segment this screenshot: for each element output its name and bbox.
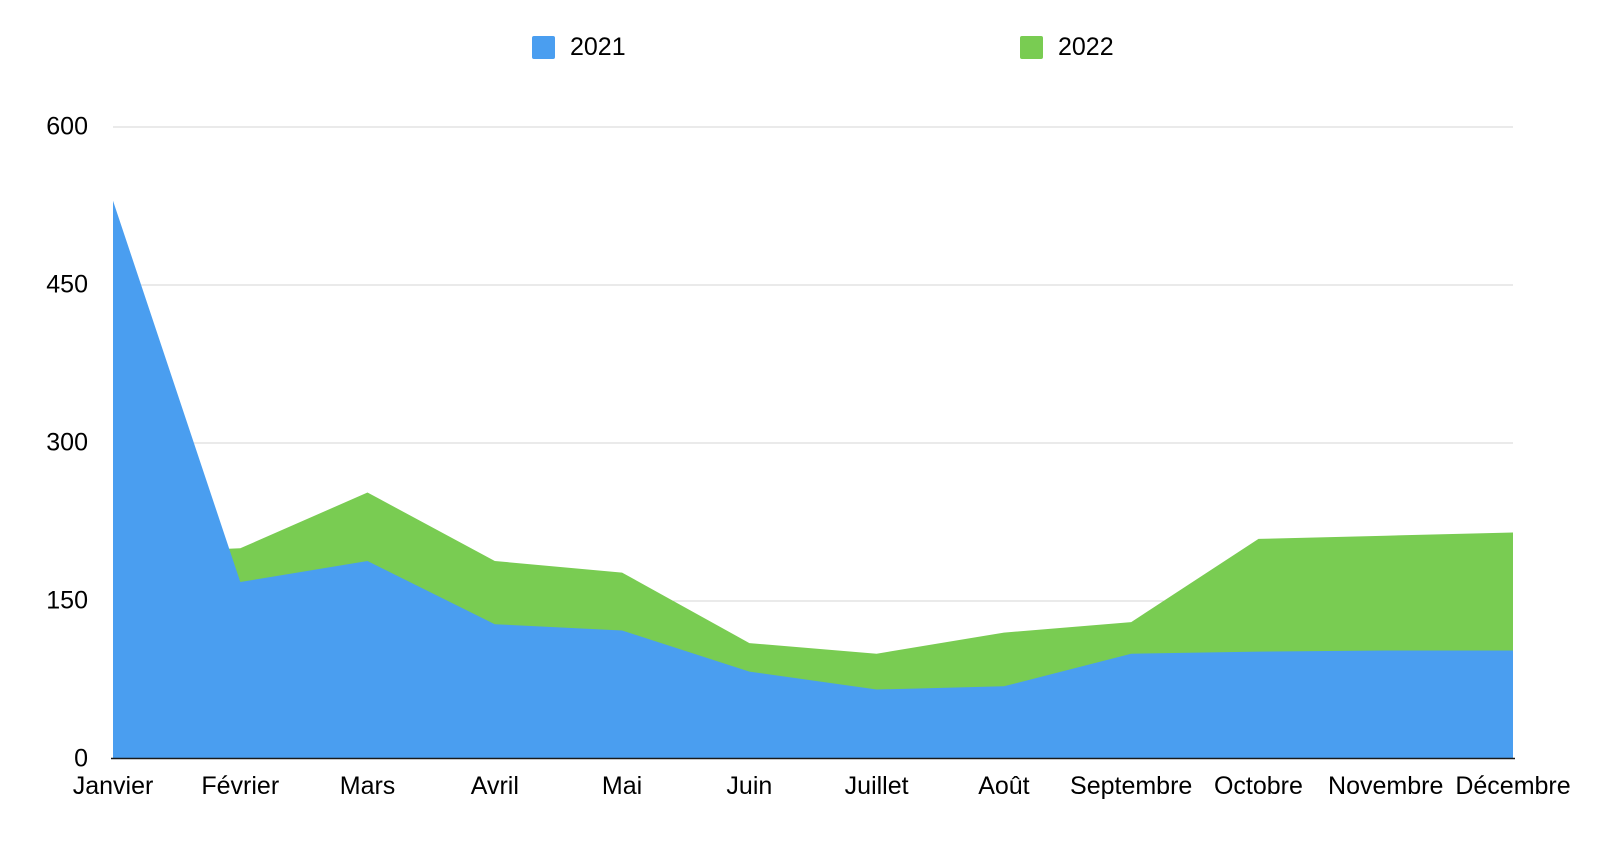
x-tick-label-avril: Avril [470,772,519,800]
y-tick-label-0: 0 [74,744,88,773]
x-tick-label-juillet: Juillet [844,772,909,800]
chart-legend: 2021 2022 [0,0,1600,70]
y-tick-label-450: 450 [46,270,88,299]
x-tick-label-août: Août [978,772,1030,800]
x-tick-label-juin: Juin [726,772,773,800]
x-tick-label-février: Février [201,772,280,800]
x-tick-label-novembre: Novembre [1328,772,1444,800]
legend-swatch-2022 [1020,36,1043,59]
y-tick-label-300: 300 [46,428,88,457]
legend-label-2022: 2022 [1058,33,1114,61]
x-tick-label-janvier: Janvier [72,772,154,800]
x-tick-label-décembre: Décembre [1455,772,1571,800]
x-tick-label-septembre: Septembre [1070,772,1193,800]
x-tick-label-mai: Mai [601,772,643,800]
x-tick-label-octobre: Octobre [1213,772,1303,800]
legend-swatch-2021 [532,36,555,59]
area-series-2021 [113,200,1513,759]
legend-item-2021: 2021 [532,33,626,61]
legend-item-2022: 2022 [1020,33,1114,61]
legend-label-2021: 2021 [570,33,626,61]
y-tick-label-600: 600 [46,112,88,141]
y-tick-label-150: 150 [46,586,88,615]
x-tick-label-mars: Mars [339,772,396,800]
